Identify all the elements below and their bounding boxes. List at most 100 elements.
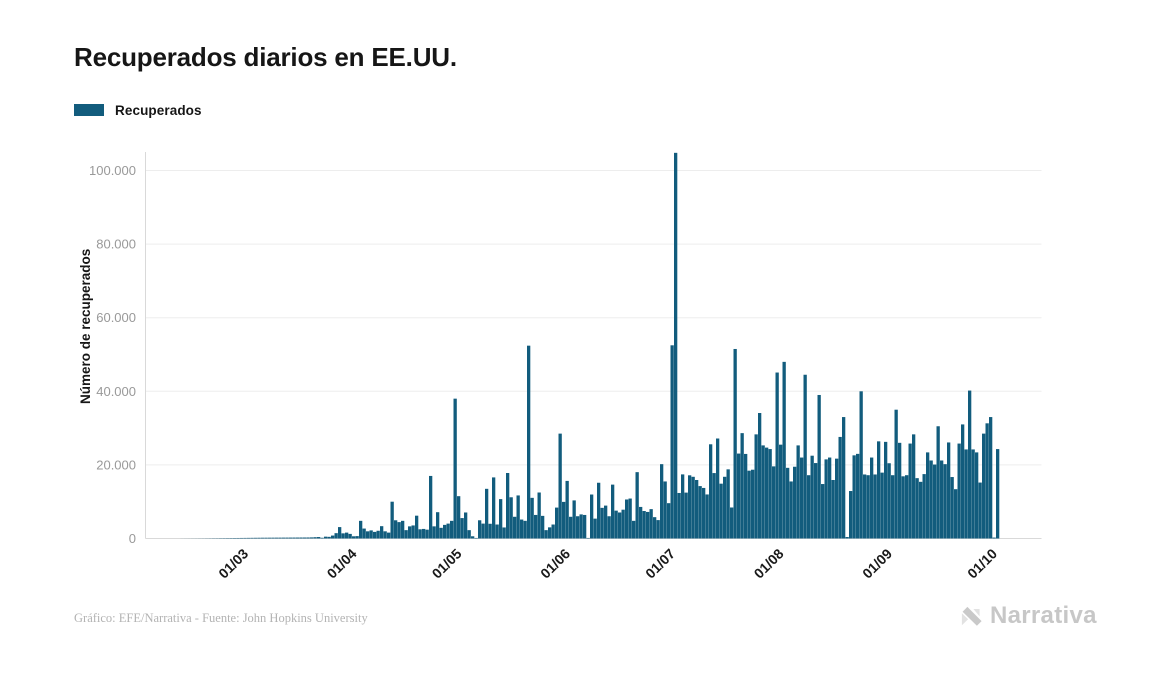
bar [954,489,958,539]
bar [961,424,965,539]
bar [530,497,534,539]
bar [660,464,664,539]
bar [296,537,300,539]
bar [985,423,989,539]
bar [828,457,832,539]
bar [800,457,804,539]
y-axis-tick-labels: 0 20.000 40.000 60.000 80.000 100.000 [89,163,136,546]
bar [474,537,478,539]
bar [947,442,951,539]
bar [509,497,513,539]
bar [705,494,709,539]
bar [618,512,622,539]
bar [534,514,538,539]
bar [390,501,394,539]
bar [912,434,916,539]
bar [877,441,881,539]
bar [779,444,783,539]
bar [408,526,412,539]
bar [422,528,426,539]
bar [838,436,842,539]
bar [425,529,429,539]
bar [523,520,527,539]
bar [929,460,933,539]
bar [271,537,275,539]
bar [754,434,758,539]
bar [670,345,674,539]
bar [621,509,625,539]
y-tick-label: 0 [129,531,136,546]
bar [576,516,580,539]
bar [492,477,496,539]
bar [611,484,615,539]
bar [604,505,608,539]
bar [369,530,373,539]
bar [565,480,569,539]
bar [317,537,321,539]
bar [380,526,384,539]
bar [485,488,489,539]
bar [562,501,566,539]
bar [464,512,468,539]
bar [506,473,510,539]
bar [698,486,702,539]
bar [383,531,387,539]
bar [831,479,835,539]
bar [387,532,391,539]
bar [373,531,377,539]
bar [691,476,695,539]
bar [299,537,303,539]
bar [814,463,818,539]
narrativa-logo-text: Narrativa [990,602,1097,629]
bar [555,507,559,539]
bar [516,495,520,539]
bar [821,484,825,539]
bar [674,152,678,539]
bar [348,533,352,539]
bar [740,433,744,539]
bar [614,510,618,539]
bar [688,475,692,539]
bar [443,524,447,539]
bar [495,524,499,539]
bar [467,530,471,539]
bar [933,464,937,539]
x-tick-label: 01/07 [642,545,678,581]
bar [761,445,765,539]
bar [702,487,706,539]
bar [397,522,401,539]
bar [257,537,261,539]
bar [446,523,450,539]
bar [940,460,944,539]
bar [845,537,849,539]
bar [964,449,968,539]
bar [250,537,254,539]
x-tick-label: 01/10 [964,545,1000,581]
bar [796,445,800,539]
bar [835,458,839,539]
bar [548,527,552,539]
bar [950,477,954,539]
bar [264,537,268,539]
narrativa-logo-icon [961,606,982,626]
bar [716,438,720,539]
x-tick-label: 01/06 [537,545,573,581]
bar [733,348,737,539]
bar [642,511,646,539]
bar [936,426,940,539]
bar [786,467,790,539]
bar [583,514,587,539]
bar [901,476,905,539]
bar [289,537,293,539]
bar [968,390,972,539]
bar [338,527,342,539]
bar [324,536,328,539]
bar [537,492,541,539]
bar [401,520,405,539]
bar [803,374,807,539]
y-tick-label: 100.000 [89,163,136,178]
bar [751,469,755,539]
bar [586,537,590,539]
bar [870,457,874,539]
